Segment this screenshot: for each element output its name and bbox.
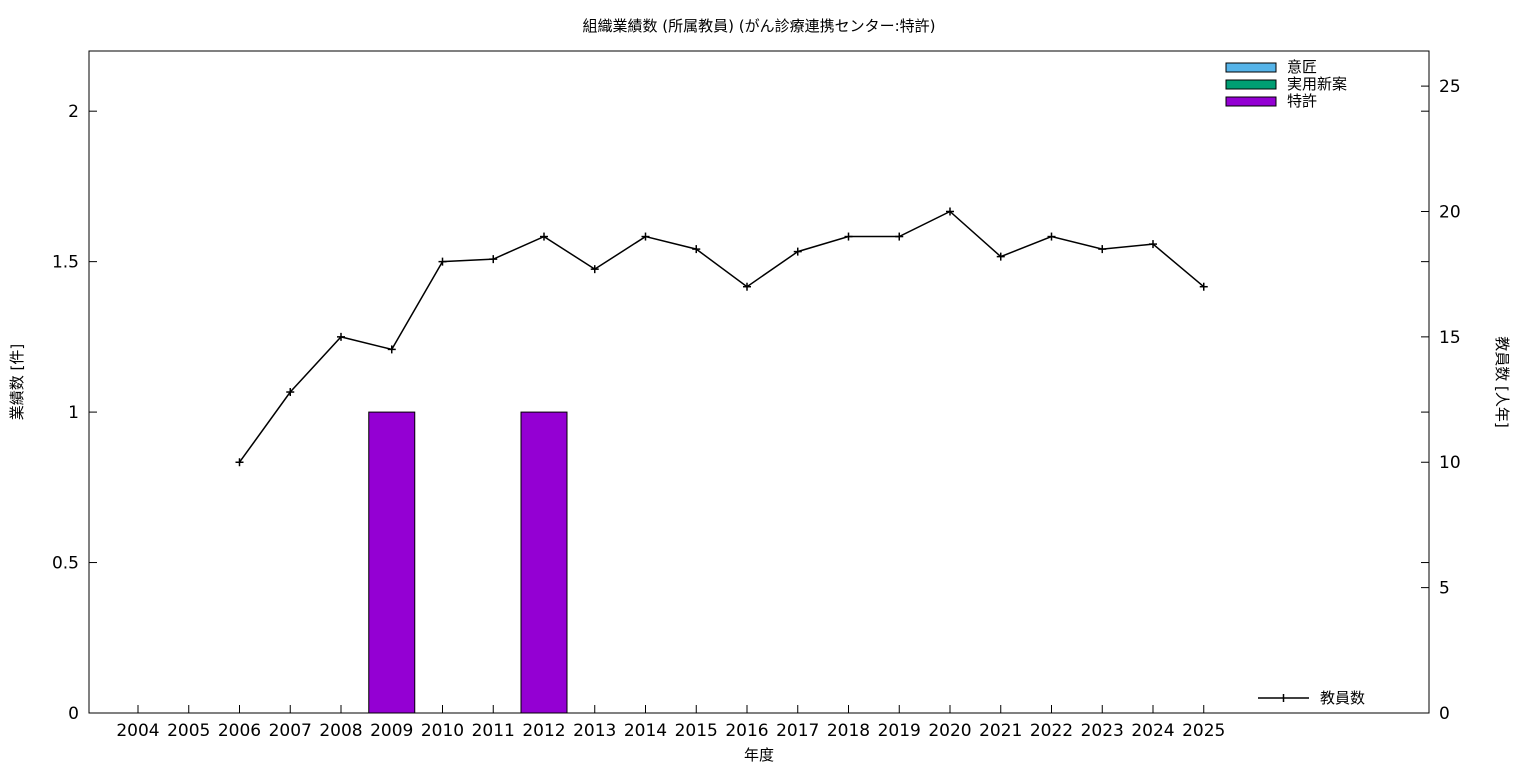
x-tick-label: 2005	[167, 721, 210, 741]
y2-tick-label: 25	[1439, 77, 1461, 97]
faculty-point	[1199, 282, 1208, 291]
y-tick-label: 2	[68, 102, 79, 122]
x-tick-label: 2012	[522, 721, 565, 741]
legend-swatch	[1225, 79, 1277, 90]
x-tick-label: 2008	[319, 721, 362, 741]
faculty-point	[489, 255, 498, 264]
x-tick-label: 2015	[675, 721, 718, 741]
x-tick-label: 2011	[472, 721, 515, 741]
y2-tick-label: 15	[1439, 328, 1461, 348]
legend-label: 特許	[1287, 92, 1317, 110]
faculty-point	[438, 257, 447, 266]
faculty-point	[235, 458, 244, 467]
y-tick-label: 1.5	[52, 253, 79, 273]
faculty-line	[235, 207, 1208, 467]
legend-label: 実用新案	[1287, 75, 1347, 93]
bar-2012	[520, 411, 568, 714]
x-tick-label: 2016	[725, 721, 768, 741]
faculty-point	[1149, 240, 1157, 249]
x-tick-label: 2010	[421, 721, 464, 741]
y2-axis-label: 教員数 [人年]	[1493, 336, 1511, 427]
x-tick-label: 2009	[370, 721, 413, 741]
faculty-line-path	[238, 210, 1205, 463]
y2-tick-label: 20	[1439, 202, 1461, 222]
y2-tick-label: 0	[1439, 704, 1450, 724]
faculty-point	[946, 207, 954, 216]
left-axis-ticks: 0 0.5 1 1.5 2	[52, 102, 1429, 724]
faculty-point	[641, 232, 650, 241]
x-tick-label: 2023	[1081, 721, 1124, 741]
y-tick-label: 0	[68, 704, 79, 724]
faculty-point	[540, 232, 548, 241]
x-axis-ticks: 2004 2005 2006 2007 2008 2009 2010 2011 2012 2013…	[116, 705, 1225, 741]
faculty-point	[692, 245, 701, 254]
bars	[368, 411, 568, 714]
x-tick-label: 2025	[1182, 721, 1225, 741]
x-tick-label: 2022	[1030, 721, 1073, 741]
faculty-point	[844, 232, 853, 241]
y-axis-label: 業績数 [件]	[8, 344, 26, 420]
y-tick-label: 1	[68, 403, 79, 423]
chart-title: 組織業績数 (所属教員) (がん診療連携センター:特許)	[582, 17, 935, 35]
x-tick-label: 2017	[776, 721, 819, 741]
x-tick-label: 2019	[878, 721, 921, 741]
faculty-point	[1047, 232, 1056, 241]
legend-line-label: 教員数	[1320, 689, 1365, 707]
x-tick-label: 2007	[269, 721, 312, 741]
x-tick-label: 2020	[928, 721, 971, 741]
x-tick-label: 2021	[979, 721, 1022, 741]
x-tick-label: 2006	[218, 721, 261, 741]
faculty-point	[1098, 245, 1107, 254]
right-axis-ticks: 0 5 10 15 20 25	[1421, 77, 1461, 724]
x-axis-label: 年度	[744, 746, 774, 764]
faculty-point	[996, 252, 1005, 261]
x-tick-label: 2013	[573, 721, 616, 741]
y-tick-label: 0.5	[52, 554, 79, 574]
faculty-point	[286, 388, 295, 397]
faculty-point	[590, 265, 599, 274]
x-tick-label: 2014	[624, 721, 667, 741]
x-tick-label: 2024	[1131, 721, 1174, 741]
x-tick-label: 2018	[827, 721, 870, 741]
y2-tick-label: 10	[1439, 453, 1461, 473]
y2-tick-label: 5	[1439, 579, 1450, 599]
legend-label: 意匠	[1287, 58, 1317, 76]
plot-frame	[88, 50, 1430, 714]
faculty-point	[337, 332, 345, 341]
x-tick-label: 2004	[116, 721, 159, 741]
faculty-point	[895, 232, 904, 241]
legend-swatch	[1225, 96, 1277, 107]
legend-swatch	[1225, 62, 1277, 73]
faculty-point	[387, 345, 396, 354]
faculty-point	[793, 247, 802, 256]
faculty-point	[743, 282, 751, 291]
bar-2009	[368, 411, 416, 714]
